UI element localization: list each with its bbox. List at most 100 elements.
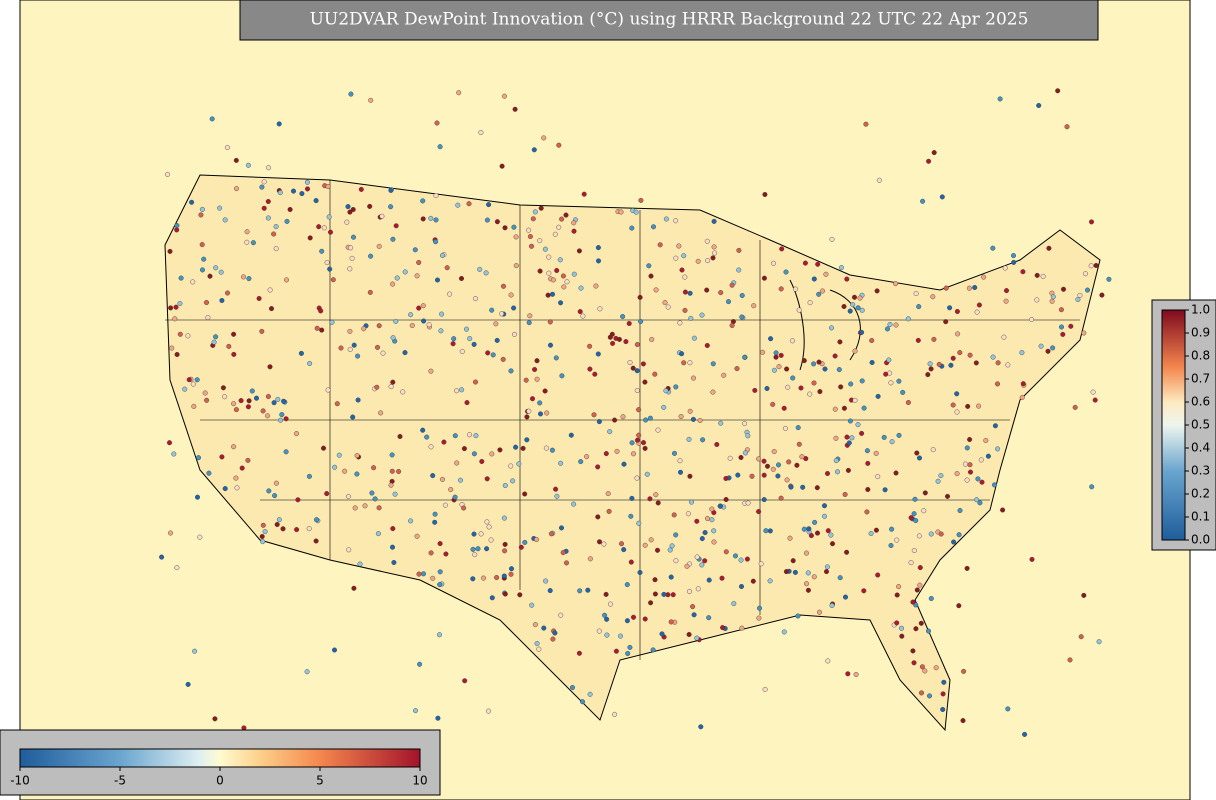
observation-dot [532, 367, 538, 373]
observation-dot [350, 206, 356, 212]
observation-dot [663, 388, 669, 394]
observation-dot [510, 478, 516, 484]
observation-dot [663, 216, 669, 222]
observation-dot [798, 385, 804, 391]
observation-dot [642, 445, 648, 451]
observation-dot [182, 386, 188, 392]
observation-dot [326, 214, 332, 220]
observation-dot [694, 635, 700, 641]
observation-dot [185, 681, 191, 687]
observation-dot [889, 439, 895, 445]
observation-dot [233, 475, 239, 481]
observation-dot [195, 455, 201, 461]
observation-dot [620, 414, 626, 420]
observation-dot [559, 216, 565, 222]
observation-dot [786, 459, 792, 465]
observation-dot [231, 444, 237, 450]
observation-dot [244, 229, 250, 235]
observation-dot [808, 533, 814, 539]
observation-dot [524, 437, 530, 443]
observation-dot [1045, 348, 1051, 354]
observation-dot [342, 468, 348, 474]
tick-label: 0.5 [1191, 418, 1210, 432]
observation-dot [739, 625, 745, 631]
observation-dot [526, 408, 532, 414]
observation-dot [835, 469, 841, 475]
observation-dot [378, 410, 384, 416]
observation-dot [896, 432, 902, 438]
observation-dot [957, 508, 963, 514]
observation-dot [957, 350, 963, 356]
observation-dot [222, 486, 228, 492]
observation-dot [1019, 395, 1025, 401]
observation-dot [1058, 307, 1064, 313]
observation-dot [995, 381, 1001, 387]
observation-dot [922, 668, 928, 674]
observation-dot [679, 267, 685, 273]
observation-dot [673, 255, 679, 261]
observation-dot [166, 440, 172, 446]
observation-dot [847, 418, 853, 424]
observation-dot [350, 414, 356, 420]
observation-dot [549, 447, 555, 453]
observation-dot [638, 319, 644, 325]
observation-dot [761, 275, 767, 281]
observation-dot [979, 479, 985, 485]
observation-dot [646, 263, 652, 269]
observation-dot [452, 494, 458, 500]
observation-dot [705, 258, 711, 264]
observation-dot [618, 209, 624, 215]
observation-dot [570, 685, 576, 691]
observation-dot [430, 473, 436, 479]
observation-dot [636, 520, 642, 526]
observation-dot [461, 505, 467, 511]
observation-dot [661, 591, 667, 597]
observation-dot [699, 312, 705, 318]
observation-dot [888, 380, 894, 386]
observation-dot [442, 502, 448, 508]
observation-dot [168, 305, 174, 311]
observation-dot [554, 268, 560, 274]
observation-dot [518, 544, 524, 550]
observation-dot [913, 626, 919, 632]
observation-dot [1067, 657, 1073, 663]
tick-label: 0.0 [1191, 533, 1210, 547]
observation-dot [430, 575, 436, 581]
observation-dot [990, 245, 996, 251]
observation-dot [938, 531, 944, 537]
observation-dot [841, 304, 847, 310]
observation-dot [501, 573, 507, 579]
observation-dot [931, 336, 937, 342]
observation-dot [896, 584, 902, 590]
observation-dot [349, 255, 355, 261]
observation-dot [767, 578, 773, 584]
observation-dot [745, 500, 751, 506]
observation-dot [841, 405, 847, 411]
observation-dot [470, 546, 476, 552]
tick-label: -5 [114, 774, 126, 788]
observation-dot [829, 325, 835, 331]
observation-dot [919, 690, 925, 696]
observation-dot [788, 484, 794, 490]
observation-dot [662, 300, 668, 306]
observation-dot [711, 539, 717, 545]
observation-dot [960, 718, 966, 724]
observation-dot [682, 307, 688, 313]
observation-dot [1060, 331, 1066, 337]
observation-dot [789, 338, 795, 344]
tick-label: 0.1 [1191, 510, 1210, 524]
observation-dot [526, 227, 532, 233]
observation-dot [843, 594, 849, 600]
observation-dot [917, 582, 923, 588]
observation-dot [887, 322, 893, 328]
observation-dot [291, 188, 297, 194]
observation-dot [284, 277, 290, 283]
observation-dot [199, 206, 205, 212]
observation-dot [394, 275, 400, 281]
observation-dot [283, 416, 289, 422]
observation-dot [896, 378, 902, 384]
observation-dot [1106, 276, 1112, 282]
observation-dot [977, 500, 983, 506]
observation-dot [603, 591, 609, 597]
